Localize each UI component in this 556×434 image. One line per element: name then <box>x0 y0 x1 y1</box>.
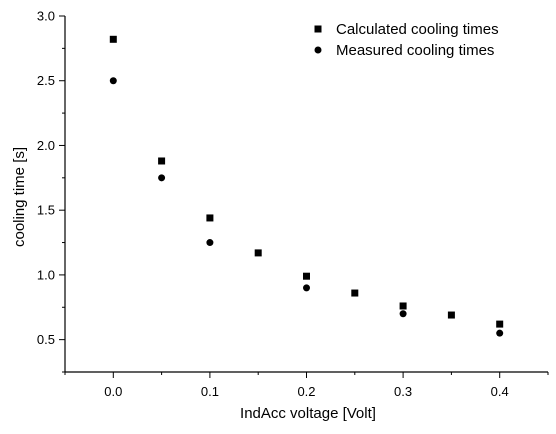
y-tick-label: 1.5 <box>37 203 55 218</box>
ticks-group: 0.0 0.1 0.2 0.3 0.4 0.5 1.0 1.5 2.0 2.5 3.0 <box>37 9 549 399</box>
measured-point <box>303 284 310 292</box>
legend-measured-marker <box>314 46 322 54</box>
legend-calculated-marker <box>314 25 322 33</box>
calculated-point <box>303 272 310 280</box>
x-tick-label: 0.1 <box>201 384 219 399</box>
y-tick-label: 2.0 <box>37 138 55 153</box>
measured-point <box>496 329 504 337</box>
measured-point <box>109 77 117 85</box>
calculated-point <box>109 35 117 43</box>
calculated-point <box>496 320 504 328</box>
y-tick-label: 0.5 <box>37 332 55 347</box>
x-axis-label: IndAcc voltage [Volt] <box>240 405 376 422</box>
y-tick-label: 1.0 <box>37 267 55 282</box>
y-tick-label: 2.5 <box>37 73 55 88</box>
x-tick-label: 0.0 <box>104 384 122 399</box>
axes-group <box>64 16 548 373</box>
legend: Calculated cooling times Measured cooling… <box>314 21 499 59</box>
calculated-point <box>254 249 262 257</box>
calculated-point <box>351 289 359 297</box>
measured-point <box>158 174 166 182</box>
y-tick-label: 3.0 <box>37 9 55 24</box>
x-tick-label: 0.4 <box>491 384 509 399</box>
measured-point <box>399 310 407 318</box>
measured-point <box>206 239 214 247</box>
calculated-point <box>206 214 214 222</box>
x-tick-label: 0.3 <box>394 384 412 399</box>
points-group <box>109 35 504 337</box>
calculated-point <box>447 311 455 319</box>
x-tick-label: 0.2 <box>297 384 315 399</box>
legend-measured-label: Measured cooling times <box>336 42 494 59</box>
calculated-point <box>399 302 407 310</box>
legend-calculated-label: Calculated cooling times <box>336 21 499 38</box>
y-axis-label: cooling time [s] <box>11 147 28 247</box>
calculated-point <box>158 157 166 165</box>
